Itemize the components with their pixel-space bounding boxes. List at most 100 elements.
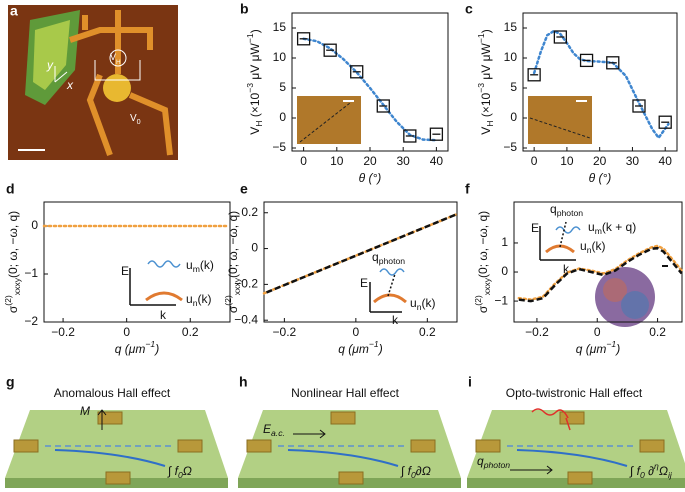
- x-axis-label: θ (°): [589, 171, 612, 185]
- y-tick-label: 0.2: [241, 205, 258, 219]
- panel-label: h: [239, 374, 248, 390]
- marker: [323, 43, 337, 57]
- text-part: V: [110, 52, 116, 62]
- marker: [403, 129, 417, 143]
- band-upper: [555, 226, 581, 234]
- annotation: k: [392, 313, 399, 327]
- x-tick-label: 0: [594, 325, 601, 339]
- y-tick-label: −2: [24, 314, 38, 328]
- electrode: [105, 471, 131, 485]
- text-part: V: [479, 127, 493, 135]
- moire-disk: [603, 278, 627, 302]
- annotation: un(k): [580, 239, 605, 255]
- text-part: u: [580, 239, 587, 253]
- schematic-formula: ∫ f0 ∂ηΩij: [629, 461, 673, 480]
- text-part: −3: [476, 83, 486, 93]
- y-tick-label: 0: [501, 264, 508, 278]
- text-part: E: [263, 422, 272, 436]
- axis-label: x: [66, 78, 74, 92]
- text-part: σ: [226, 305, 240, 313]
- text-part: ): [614, 342, 620, 356]
- electrode: [177, 439, 203, 453]
- y-tick-label: −5: [272, 140, 286, 154]
- text-part: −3: [245, 83, 255, 93]
- schematic-label: qphoton: [477, 454, 510, 470]
- x-tick-label: 40: [659, 154, 673, 168]
- x-tick-label: 30: [397, 154, 411, 168]
- probe-label: V0: [130, 113, 141, 126]
- x-tick-label: 10: [560, 154, 574, 168]
- text-part: n: [587, 245, 592, 255]
- text-part: V: [248, 127, 262, 135]
- text-part: (k): [591, 239, 605, 253]
- marker: [527, 68, 541, 82]
- x-tick-label: 20: [593, 154, 607, 168]
- y-tick-label: 0: [31, 218, 38, 232]
- y-tick-label: −1: [494, 293, 508, 307]
- text-part: u: [186, 292, 193, 306]
- x-tick-label: 10: [330, 154, 344, 168]
- hall-path: [516, 449, 628, 467]
- text-part: q: [372, 250, 379, 264]
- text-part: H: [254, 120, 264, 126]
- x-axis-label: q (μm−1): [115, 339, 159, 356]
- hall-path: [287, 449, 399, 467]
- text-part: (×10: [248, 92, 262, 120]
- marker: [553, 30, 568, 44]
- text-part: (×10: [479, 92, 493, 120]
- text-part: xxxy: [232, 277, 242, 295]
- panel-label: a: [10, 3, 18, 19]
- flake-core: [33, 20, 70, 90]
- y-tick-label: 15: [504, 20, 518, 34]
- y-tick-label: −1: [24, 266, 38, 280]
- micrograph: a y x VH V0: [8, 3, 178, 160]
- y-axis-label: σ(2)xxxy(0; ω, −ω, q): [223, 211, 242, 313]
- slab-top: [467, 410, 685, 478]
- y-tick-label: −5: [503, 140, 517, 154]
- text-part: 0: [137, 117, 141, 126]
- text-part: (0; ω, −ω, q): [476, 211, 490, 278]
- x-tick-label: 0.2: [419, 325, 436, 339]
- text-part: (μm: [345, 342, 369, 356]
- text-part: H: [485, 120, 495, 126]
- text-part: q: [477, 454, 484, 468]
- text-part: ): [479, 29, 493, 33]
- text-part: xxxy: [12, 277, 22, 295]
- text-part: 0: [640, 470, 645, 480]
- text-part: −1: [245, 33, 255, 43]
- inset-line: [299, 102, 351, 143]
- text-part: ∫ f: [629, 464, 642, 478]
- text-part: μV μW: [248, 42, 262, 83]
- y-axis-label: VH (×10−3 μV μW−1): [476, 29, 495, 134]
- hall-path: [54, 449, 166, 467]
- text-part: ): [248, 29, 262, 33]
- marker: [350, 65, 364, 79]
- text-part: ij: [668, 470, 673, 480]
- text-part: H: [116, 59, 121, 66]
- electrode: [338, 471, 364, 485]
- text-part: η: [654, 461, 659, 471]
- inset-line: [529, 117, 591, 139]
- text-part: −1: [369, 339, 379, 349]
- curve: [518, 246, 683, 303]
- text-part: m: [193, 264, 200, 274]
- moire-disk: [621, 291, 649, 319]
- text-part: u: [588, 220, 595, 234]
- text-part: photon: [483, 460, 511, 470]
- panel-label: g: [6, 374, 15, 390]
- text-part: (μm: [121, 342, 145, 356]
- transition: [559, 221, 567, 248]
- plot-frame: [43, 201, 231, 323]
- text-part: −1: [606, 339, 616, 349]
- marker: [579, 53, 594, 68]
- y-tick-label: 10: [504, 50, 518, 64]
- x-tick-label: 30: [626, 154, 640, 168]
- y-tick-label: 0: [251, 241, 258, 255]
- text-part: q: [550, 202, 557, 216]
- panel-label: e: [240, 181, 248, 197]
- electrodes: [69, 10, 173, 157]
- electrode: [97, 411, 123, 425]
- marker: [632, 99, 646, 113]
- annotation: E: [121, 264, 129, 278]
